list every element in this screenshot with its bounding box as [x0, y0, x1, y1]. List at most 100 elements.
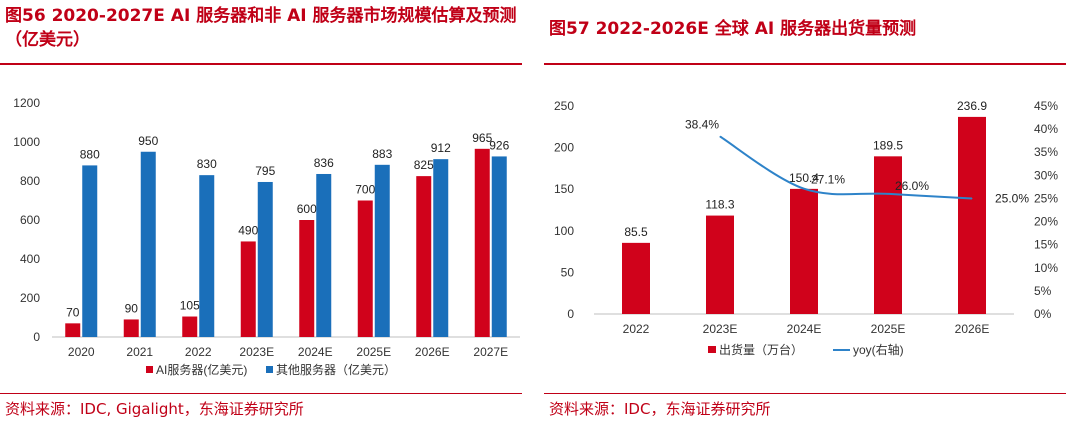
left-legend-other-swatch — [266, 366, 273, 373]
right-chart-panel: 图57 2022-2026E 全球 AI 服务器出货量预测 0 50 100 150 2… — [544, 0, 1070, 422]
left-chart-panel: 图56 2020-2027E AI 服务器和非 AI 服务器市场规模估算及预测（… — [0, 0, 527, 422]
other-server-bar — [433, 159, 449, 337]
right-y-tick-label: 250 — [554, 99, 574, 113]
shipment-value-label: 236.9 — [957, 99, 987, 113]
yoy-point — [719, 136, 721, 138]
other-server-bar — [491, 156, 507, 337]
left-y-tick-label: 1200 — [13, 96, 40, 110]
right-y2-tick-label: 30% — [1034, 168, 1058, 182]
shipment-bar — [790, 188, 818, 314]
right-y2-tick-label: 20% — [1034, 215, 1058, 229]
left-x-tick-label: 2026E — [415, 345, 450, 359]
ai-server-bar — [299, 220, 315, 337]
ai-server-bar — [182, 316, 198, 337]
yoy-value-label: 25.0% — [995, 191, 1029, 205]
left-bar-chart: 0 200 400 600 800 1000 1200 2020 70 880 2021 90 950 2… — [13, 96, 520, 377]
right-x-tick-label: 2026E — [955, 322, 990, 336]
left-y-tick-label: 200 — [20, 291, 40, 305]
left-title-rule — [0, 63, 522, 65]
ai-server-bar — [474, 148, 490, 337]
other-server-bar — [257, 181, 273, 337]
right-y2-tick-label: 10% — [1034, 261, 1058, 275]
shipment-bar — [706, 215, 734, 314]
left-x-tick-label: 2027E — [473, 345, 508, 359]
right-y2-tick-label: 40% — [1034, 122, 1058, 136]
left-y-tick-label: 600 — [20, 213, 40, 227]
other-server-bar — [140, 151, 156, 337]
left-legend-ai-label: AI服务器(亿美元) — [156, 362, 247, 377]
right-y2-tick-label: 25% — [1034, 191, 1058, 205]
right-source-rule — [544, 393, 1066, 394]
ai-server-bar — [65, 323, 81, 337]
left-y-tick-label: 1000 — [13, 135, 40, 149]
yoy-point — [971, 197, 973, 199]
right-y2-tick-label: 5% — [1034, 284, 1052, 298]
left-y-tick-label: 800 — [20, 174, 40, 188]
shipment-bar — [874, 156, 902, 314]
right-x-tick-label: 2024E — [787, 322, 822, 336]
left-x-tick-label: 2024E — [298, 345, 333, 359]
right-y-tick-label: 0 — [567, 307, 574, 321]
other-server-bar — [374, 164, 390, 337]
yoy-line — [719, 135, 973, 200]
left-x-tick-label: 2023E — [239, 345, 274, 359]
right-combo-chart: 0 50 100 150 200 250 0% 5% 10% 15% 20% 25% 30% 35% 40%… — [554, 99, 1058, 357]
ai-server-value-label: 825 — [414, 158, 434, 172]
right-x-tick-label: 2023E — [703, 322, 738, 336]
ai-server-value-label: 965 — [472, 131, 492, 145]
right-legend-yoy-label: yoy(右轴) — [853, 342, 904, 357]
other-server-bar — [82, 165, 98, 337]
other-server-value-label: 830 — [197, 157, 217, 171]
other-server-value-label: 795 — [255, 164, 275, 178]
ai-server-value-label: 90 — [125, 301, 139, 315]
right-title-rule — [544, 63, 1066, 65]
right-y-tick-label: 100 — [554, 224, 574, 238]
left-x-tick-label: 2020 — [68, 345, 95, 359]
shipment-value-label: 118.3 — [705, 198, 734, 212]
other-server-value-label: 950 — [138, 134, 158, 148]
left-chart-title: 图56 2020-2027E AI 服务器和非 AI 服务器市场规模估算及预测（… — [5, 6, 517, 50]
right-source-note: 资料来源：IDC，东海证券研究所 — [549, 400, 771, 418]
right-y-tick-label: 50 — [561, 265, 575, 279]
left-x-tick-label: 2021 — [126, 345, 153, 359]
right-x-tick-label: 2022 — [623, 322, 650, 336]
right-y2-tick-label: 0% — [1034, 307, 1052, 321]
yoy-value-label: 26.0% — [895, 179, 929, 193]
ai-server-value-label: 600 — [297, 202, 317, 216]
left-source-rule — [0, 393, 522, 394]
right-legend-shipment-label: 出货量（万台） — [719, 342, 803, 357]
other-server-value-label: 926 — [489, 138, 509, 152]
other-server-bar — [199, 175, 215, 337]
shipment-value-label: 85.5 — [624, 225, 648, 239]
right-chart-title: 图57 2022-2026E 全球 AI 服务器出货量预测 — [549, 19, 917, 39]
shipment-value-label: 189.5 — [873, 138, 903, 152]
ai-server-bar — [240, 241, 256, 337]
yoy-value-label: 38.4% — [685, 118, 719, 132]
ai-server-value-label: 700 — [355, 183, 375, 197]
left-legend-other-label: 其他服务器（亿美元） — [276, 362, 396, 377]
shipment-bar — [958, 116, 986, 314]
right-y2-tick-label: 15% — [1034, 238, 1058, 252]
left-y-tick-label: 0 — [33, 330, 40, 344]
yoy-point — [887, 193, 889, 195]
ai-server-bar — [357, 200, 373, 337]
left-x-tick-label: 2025E — [356, 345, 391, 359]
other-server-value-label: 883 — [372, 147, 392, 161]
right-y2-tick-label: 35% — [1034, 145, 1058, 159]
yoy-point — [803, 188, 805, 190]
right-y2-tick-label: 45% — [1034, 99, 1058, 113]
left-x-tick-label: 2022 — [185, 345, 212, 359]
ai-server-bar — [123, 319, 139, 337]
left-y-tick-label: 400 — [20, 252, 40, 266]
ai-server-value-label: 490 — [238, 223, 258, 237]
right-y-tick-label: 200 — [554, 141, 574, 155]
other-server-bar — [316, 173, 332, 337]
other-server-value-label: 880 — [80, 147, 100, 161]
other-server-value-label: 836 — [314, 156, 334, 170]
left-legend-ai-swatch — [146, 366, 153, 373]
shipment-bar — [622, 242, 650, 314]
right-x-tick-label: 2025E — [871, 322, 906, 336]
right-y-tick-label: 150 — [554, 182, 574, 196]
yoy-value-label: 27.1% — [811, 173, 845, 187]
other-server-value-label: 912 — [431, 141, 451, 155]
